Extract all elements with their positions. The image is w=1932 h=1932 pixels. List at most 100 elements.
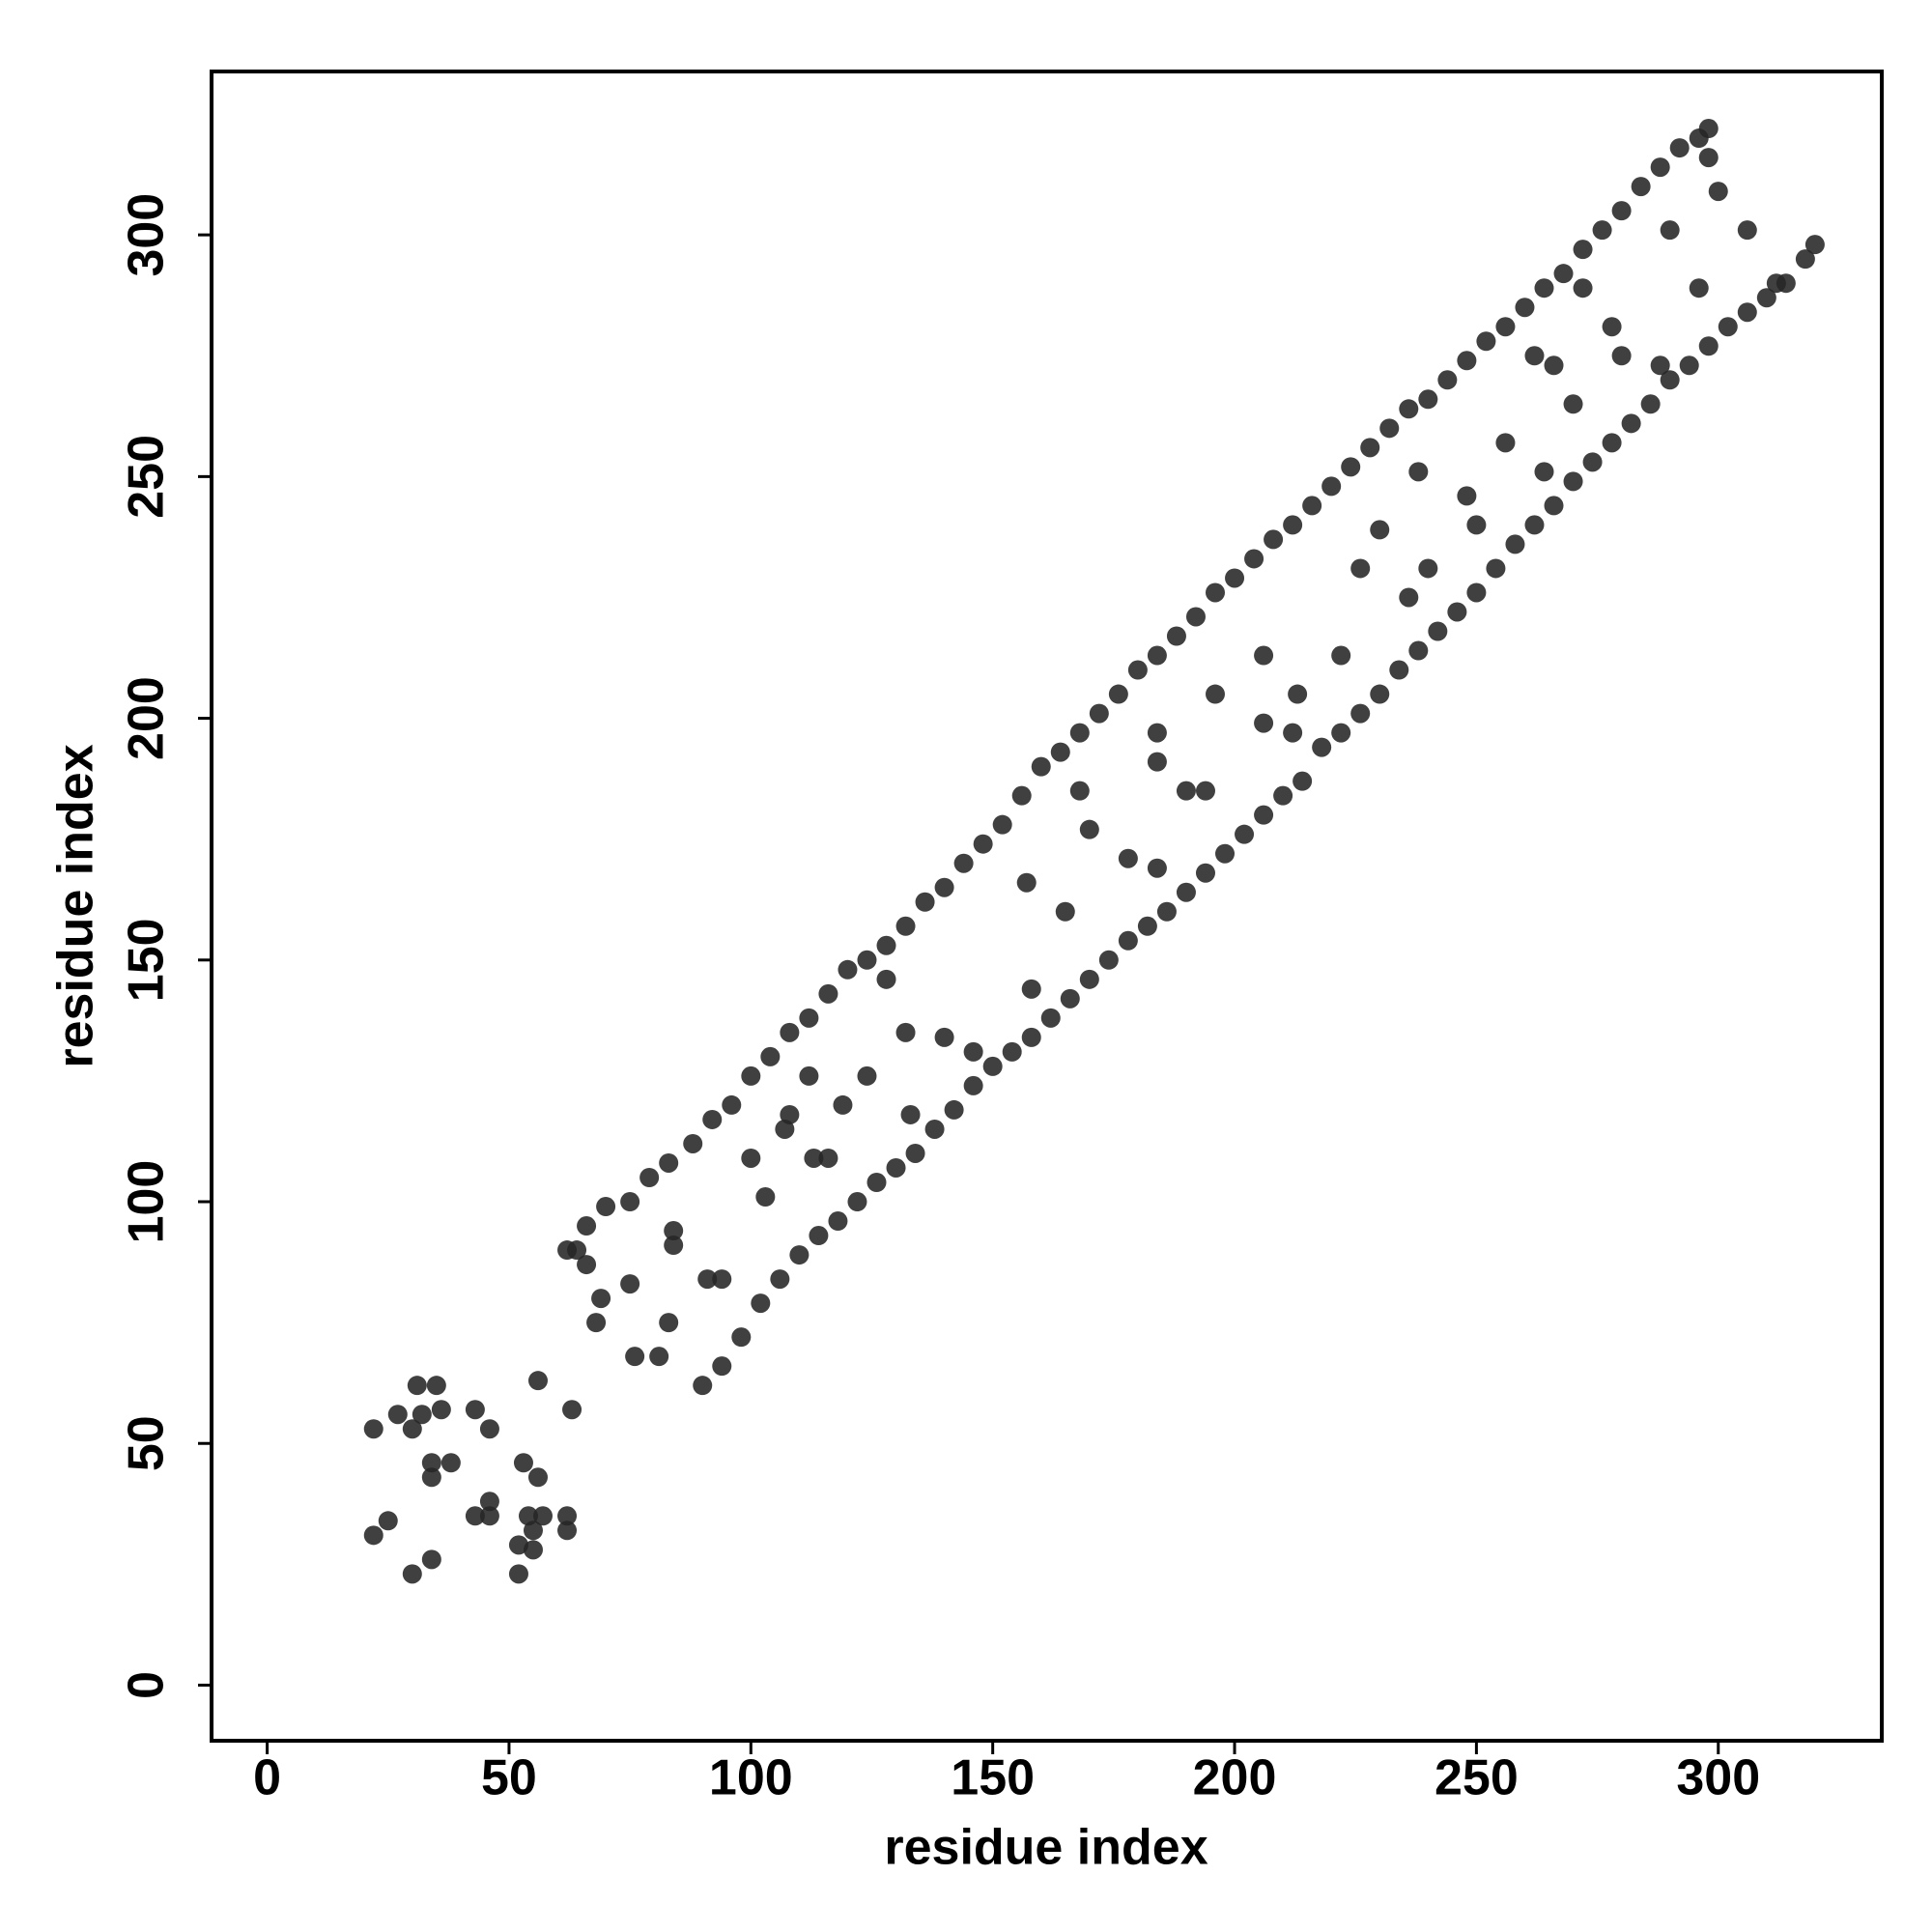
point	[440, 1453, 461, 1473]
point	[1553, 264, 1574, 284]
point	[1079, 969, 1099, 989]
point	[508, 1564, 528, 1584]
point	[1476, 331, 1496, 352]
point	[513, 1453, 533, 1473]
point	[1021, 979, 1041, 999]
point	[1060, 988, 1080, 1009]
point	[1698, 119, 1719, 139]
point	[1360, 438, 1380, 458]
point	[586, 1313, 607, 1333]
point	[1611, 346, 1632, 366]
point	[577, 1255, 597, 1275]
point	[1505, 534, 1525, 554]
point	[363, 1419, 384, 1439]
point	[1524, 346, 1545, 366]
point	[1206, 684, 1226, 704]
point	[1055, 901, 1075, 922]
point	[1399, 587, 1419, 608]
point	[712, 1269, 732, 1290]
x-tick-label: 150	[951, 1750, 1035, 1806]
point	[664, 1221, 684, 1241]
point	[1118, 848, 1138, 868]
point	[1108, 684, 1128, 704]
point	[1679, 355, 1699, 376]
point	[755, 1187, 776, 1208]
point	[982, 1056, 1003, 1076]
point	[1582, 452, 1603, 472]
point	[1016, 872, 1037, 893]
point	[1804, 235, 1825, 255]
point	[431, 1400, 451, 1420]
point	[1698, 148, 1719, 168]
point	[1524, 515, 1545, 535]
point	[1011, 785, 1032, 806]
point	[697, 1269, 718, 1290]
point	[649, 1347, 669, 1367]
y-tick-label: 250	[119, 435, 175, 519]
point	[1602, 317, 1622, 337]
point	[799, 1065, 819, 1086]
point	[895, 916, 916, 936]
point	[1399, 399, 1419, 419]
point	[523, 1540, 543, 1560]
point	[1273, 785, 1293, 806]
point	[1495, 433, 1516, 453]
point	[1544, 496, 1564, 516]
point	[1147, 723, 1167, 743]
point	[876, 969, 896, 989]
point	[780, 1022, 800, 1042]
point	[421, 1549, 441, 1570]
point	[1544, 355, 1564, 376]
point	[1050, 742, 1070, 762]
point	[1737, 302, 1757, 323]
point	[1147, 858, 1167, 878]
point	[1350, 558, 1371, 579]
point	[532, 1506, 553, 1526]
x-tick-label: 300	[1676, 1750, 1760, 1806]
point	[523, 1520, 543, 1541]
point	[1708, 182, 1728, 202]
y-tick-label: 300	[119, 193, 175, 277]
point	[1166, 626, 1186, 646]
point	[1495, 317, 1516, 337]
point	[620, 1274, 640, 1294]
point	[1660, 220, 1680, 241]
point	[1031, 756, 1051, 777]
point	[1147, 645, 1167, 666]
point	[1331, 645, 1351, 666]
point	[577, 1216, 597, 1236]
point	[1331, 723, 1351, 743]
point	[1418, 558, 1438, 579]
point	[562, 1400, 582, 1420]
point	[1466, 515, 1487, 535]
point	[818, 1148, 838, 1168]
point	[1069, 781, 1090, 801]
point	[378, 1511, 398, 1531]
point	[659, 1313, 679, 1333]
point	[1288, 684, 1308, 704]
point	[1185, 607, 1206, 627]
y-tick-label: 50	[119, 1415, 175, 1471]
point	[1457, 486, 1477, 506]
point	[809, 1226, 829, 1246]
point	[1418, 389, 1438, 410]
point	[741, 1065, 761, 1086]
point	[465, 1506, 485, 1526]
point	[1206, 582, 1226, 603]
point	[915, 892, 935, 912]
point	[1486, 558, 1506, 579]
point	[1370, 520, 1390, 540]
point	[1534, 462, 1554, 482]
point	[775, 1119, 795, 1139]
point	[847, 1192, 867, 1212]
point	[1563, 394, 1583, 414]
point	[1698, 336, 1719, 356]
point	[1195, 781, 1215, 801]
point	[1002, 1041, 1022, 1062]
point	[1534, 278, 1554, 298]
point	[712, 1356, 732, 1377]
point	[557, 1520, 578, 1541]
point	[693, 1376, 713, 1396]
point	[857, 1065, 877, 1086]
point	[591, 1289, 611, 1309]
